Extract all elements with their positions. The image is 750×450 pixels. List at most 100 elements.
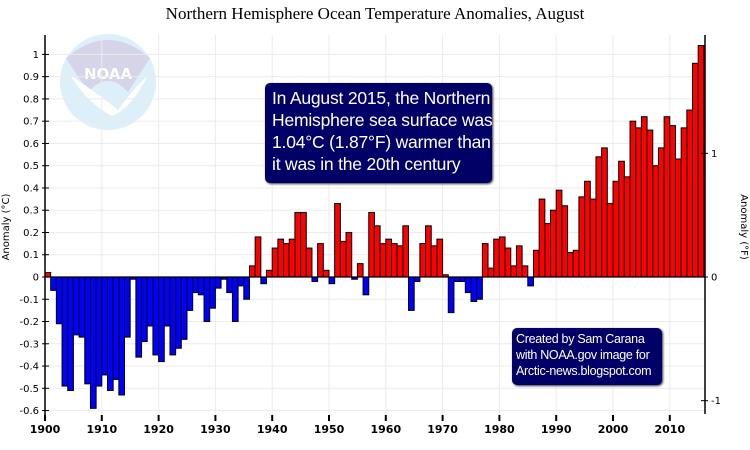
bar-1910 [101,276,108,376]
bar-1903 [61,276,69,387]
y-tick-label: -0.6 [19,406,39,417]
bar-1914 [124,276,131,338]
bar-1901 [50,276,57,291]
bar-1940 [271,247,279,278]
bar-1981 [504,247,512,278]
bar-1957 [368,211,375,278]
credit-box: Created by Sam Carana with NOAA.gov imag… [512,328,662,385]
bar-1928 [203,276,211,323]
bar-1926 [192,276,199,294]
bar-1944 [294,211,302,278]
bar-1995 [584,180,591,278]
bar-2009 [663,116,671,278]
bar-1964 [408,276,415,311]
y-tick-label: -0.2 [19,317,39,328]
bar-1965 [413,276,421,282]
y-tick-label: -0.5 [19,384,39,395]
bar-2006 [646,129,654,278]
x-tick-label: 1980 [484,423,515,436]
bar-1978 [487,267,495,278]
bar-1951 [334,203,341,278]
bar-1997 [595,156,603,278]
x-tick-label: 1900 [30,423,61,436]
bar-1991 [561,205,569,278]
bars [44,44,705,409]
y-tick-label: -0.4 [19,362,39,373]
y-tick-label: 0.7 [23,117,39,128]
y-tick-label: 0.1 [23,250,39,261]
bar-1989 [550,209,557,278]
bar-1955 [356,263,364,278]
bar-1935 [243,276,250,300]
bar-1950 [328,276,336,285]
bar-1976 [476,276,483,300]
bar-1982 [510,265,517,278]
bar-1960 [385,238,392,278]
annotation-line: it was in the 20th century [272,154,461,174]
y-tick-label: 0.5 [23,161,39,172]
bar-1999 [606,203,614,278]
bar-2013 [686,109,694,278]
bar-1909 [95,276,103,387]
bar-2008 [657,147,665,278]
bar-1977 [481,243,489,278]
bar-1956 [362,276,370,296]
logo-circle [60,34,156,130]
bar-1988 [544,223,552,278]
bar-1933 [231,276,239,323]
bar-1936 [248,265,256,278]
bar-1927 [197,276,205,296]
bar-1993 [572,249,580,278]
x-tick-label: 1920 [143,423,174,436]
bar-1939 [266,269,273,278]
bar-1902 [55,276,63,325]
bar-1987 [538,198,546,278]
bar-1906 [78,276,86,338]
bar-2007 [652,165,659,278]
bar-1986 [532,249,540,278]
bar-1908 [89,276,97,409]
credit-line: Arctic-news.blogspot.com [516,364,652,378]
bar-1924 [180,276,188,340]
bar-1966 [419,243,427,278]
right-tick-label: 1 [711,149,717,160]
bar-1916 [135,276,143,358]
bar-1975 [470,276,478,302]
bar-1918 [146,276,154,327]
bar-1983 [515,245,523,278]
bar-1930 [214,276,222,289]
right-tick-label: 0 [711,273,717,284]
bar-1937 [254,236,262,278]
bar-1913 [118,276,126,396]
axes: 1 0.9 0.8 0.7 0.6 0.5 0.4 0.3 0.2 0.1 0 -0.1 -0.2 -0.… [19,35,721,436]
bar-1968 [430,245,438,278]
bar-2014 [692,62,699,278]
bar-1967 [425,225,432,278]
bar-1945 [300,211,307,278]
bar-2010 [669,125,676,278]
y-tick-label: 0 [33,273,39,284]
bar-1912 [112,276,120,380]
bar-1920 [158,276,165,363]
annotation-line: Hemisphere sea surface was [272,110,493,130]
bar-1900 [44,272,52,278]
x-tick-label: 1910 [86,423,117,436]
noaa-logo: NOAA [60,34,156,130]
bar-1974 [464,276,472,294]
bar-1973 [459,276,466,282]
y-tick-label: 0.6 [23,139,39,150]
bar-1998 [601,147,608,278]
bar-1905 [72,276,80,336]
bar-1953 [345,231,353,278]
annotation-box: In August 2015, the Northern Hemisphere … [265,83,493,183]
bar-2004 [635,127,642,278]
bar-1961 [390,243,398,278]
bar-1963 [402,225,410,278]
bar-1972 [453,276,461,282]
y-tick-label: 0.8 [23,94,39,105]
x-tick-label: 1950 [314,423,345,436]
right-tick-label: -1 [711,396,721,407]
bar-1985 [527,276,534,287]
bar-1958 [373,225,381,278]
